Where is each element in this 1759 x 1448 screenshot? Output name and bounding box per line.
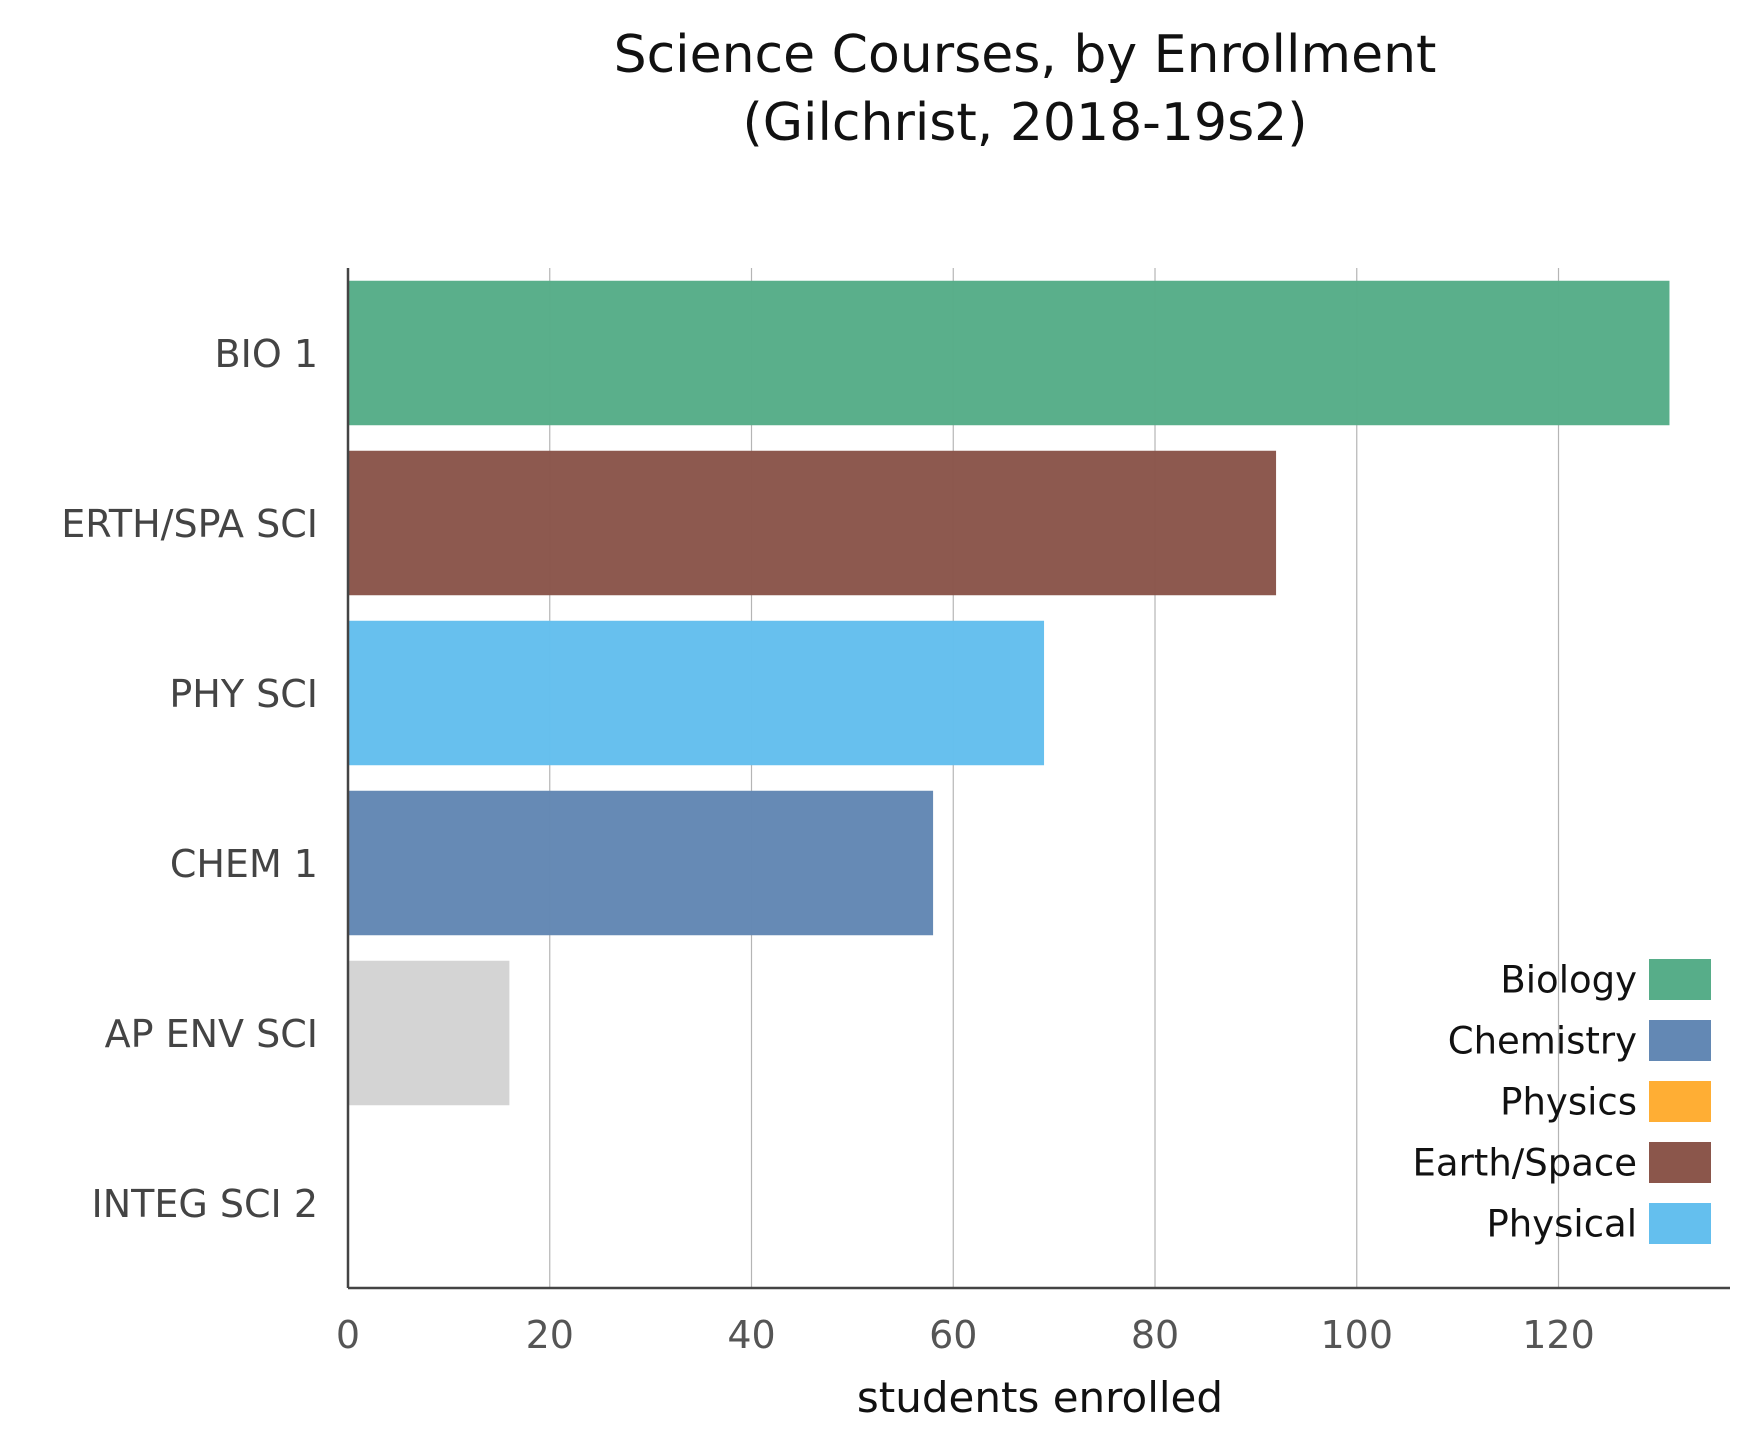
legend-label: Physical <box>1486 1203 1637 1246</box>
x-axis-title: students enrolled <box>857 1373 1223 1422</box>
legend: Biology Chemistry Physics Earth/Space Physic… <box>1413 959 1711 1246</box>
bar <box>348 280 1670 426</box>
x-tick-label: 100 <box>1320 1313 1393 1357</box>
chart-title-line-2: (Gilchrist, 2018-19s2) <box>742 93 1307 153</box>
y-category-label: AP ENV SCI <box>105 1012 318 1056</box>
y-category-label: BIO 1 <box>215 332 318 376</box>
bar <box>348 790 934 936</box>
legend-label: Chemistry <box>1448 1020 1637 1063</box>
x-tick-label: 80 <box>1131 1313 1179 1357</box>
bars <box>348 280 1670 1106</box>
legend-swatch <box>1649 1142 1711 1183</box>
axes <box>346 268 1730 1290</box>
x-tick-label: 40 <box>727 1313 775 1357</box>
chart-title-line-1: Science Courses, by Enrollment <box>614 25 1437 85</box>
bar <box>348 960 510 1106</box>
legend-swatch <box>1649 1020 1711 1061</box>
y-category-label: INTEG SCI 2 <box>92 1182 319 1226</box>
y-category-label: PHY SCI <box>169 672 318 716</box>
chart-title: Science Courses, by Enrollment (Gilchris… <box>614 25 1437 153</box>
x-tick-label: 20 <box>526 1313 574 1357</box>
y-category-label: ERTH/SPA SCI <box>61 502 318 546</box>
y-category-labels: BIO 1 ERTH/SPA SCI PHY SCI CHEM 1 AP ENV SCI… <box>61 332 318 1226</box>
x-tick-label: 60 <box>929 1313 977 1357</box>
legend-label: Biology <box>1500 959 1637 1002</box>
bar <box>348 450 1277 596</box>
x-tick-label: 120 <box>1522 1313 1595 1357</box>
legend-swatch <box>1649 959 1711 1000</box>
x-tick-label: 0 <box>336 1313 360 1357</box>
legend-label: Earth/Space <box>1413 1142 1637 1185</box>
gridlines <box>549 268 1560 1288</box>
x-tick-labels: 0 20 40 60 80 100 120 <box>336 1313 1595 1357</box>
legend-swatch <box>1649 1203 1711 1244</box>
bar <box>348 620 1045 766</box>
legend-swatch <box>1649 1081 1711 1122</box>
legend-label: Physics <box>1500 1081 1637 1124</box>
y-category-label: CHEM 1 <box>170 842 318 886</box>
